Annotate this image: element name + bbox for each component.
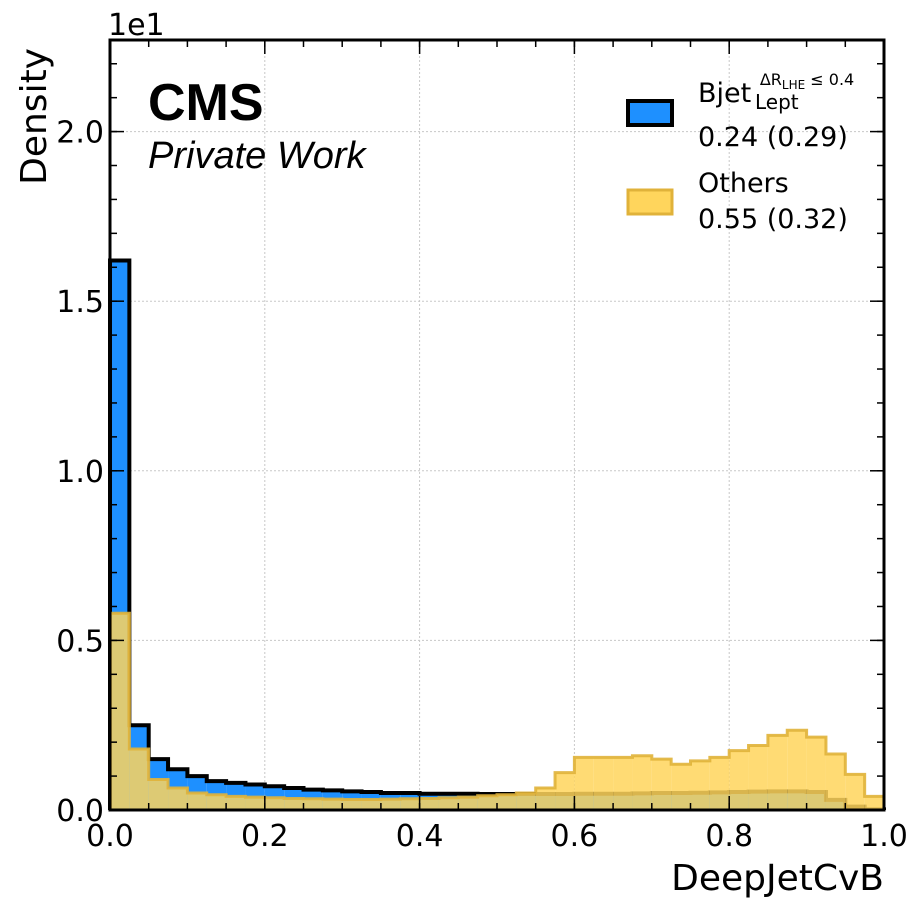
legend-bjet-main: Bjet (698, 78, 751, 109)
x-tick-label-3: 0.6 (551, 819, 599, 854)
bar-others-25 (593, 757, 614, 810)
bar-others-3 (168, 787, 188, 810)
bar-others-35 (787, 730, 807, 810)
histogram-bars (108, 258, 886, 812)
bar-others-14 (380, 799, 401, 810)
x-axis-title: DeepJetCvB (671, 858, 884, 899)
bar-others-21 (516, 793, 536, 810)
bar-others-24 (574, 757, 594, 810)
bar-others-15 (400, 798, 420, 810)
cms-label: CMS (148, 74, 264, 132)
bar-others-17 (438, 797, 459, 810)
bar-others-26 (613, 757, 633, 810)
bar-others-37 (825, 754, 846, 810)
bar-others-27 (632, 755, 652, 810)
legend-stats-bjet: 0.24 (0.29) (698, 122, 848, 153)
bar-others-8 (264, 797, 285, 810)
bar-others-36 (806, 737, 826, 810)
plot-frame (108, 38, 886, 812)
y-scale-factor: 1e1 (108, 8, 165, 43)
series-bjet (108, 258, 886, 812)
bar-others-7 (245, 797, 265, 810)
outline-others (108, 611, 886, 810)
y-tick-label-1: 0.5 (56, 624, 104, 659)
bar-others-13 (361, 799, 381, 810)
y-axis-title: Density (14, 48, 55, 185)
x-tick-label-0: 0.0 (86, 819, 134, 854)
bar-others-38 (845, 774, 865, 810)
bar-others-31 (709, 757, 730, 810)
legend-bjet-sub: Lept (755, 90, 799, 114)
x-tick-label-5: 1.0 (860, 819, 908, 854)
x-tick-label-2: 0.4 (396, 819, 444, 854)
x-tick-label-1: 0.2 (241, 819, 289, 854)
bar-others-39 (864, 796, 884, 810)
bar-others-11 (322, 799, 343, 810)
legend-label-others: Others (698, 168, 789, 199)
bar-others-12 (342, 799, 362, 810)
legend: Bjet ΔRLHE ≤ 0.4 Lept 0.24 (0.29) Others… (626, 70, 854, 235)
bar-others-20 (497, 794, 517, 810)
legend-swatch-bjet (626, 99, 674, 127)
bar-others-2 (148, 779, 169, 810)
bar-others-5 (206, 794, 227, 810)
bar-others-34 (767, 735, 788, 810)
y-tick-label-4: 2.0 (56, 116, 104, 151)
bar-others-23 (555, 772, 575, 810)
outline-bjet (108, 258, 886, 812)
grid-lines (110, 40, 884, 810)
y-tick-label-0: 0.0 (56, 794, 104, 829)
series-others (108, 611, 886, 810)
bar-others-28 (651, 759, 672, 810)
legend-label-bjet: Bjet ΔRLHE ≤ 0.4 (698, 70, 854, 109)
bar-others-0 (110, 613, 130, 810)
bar-others-32 (729, 750, 749, 810)
bar-others-16 (419, 798, 439, 810)
bar-others-33 (748, 745, 768, 810)
bar-others-18 (458, 797, 478, 810)
bar-others-10 (303, 798, 323, 810)
private-work-label: Private Work (148, 135, 367, 177)
tick-labels: 0.0 0.2 0.4 0.6 0.8 1.0 0.0 0.5 1.0 1.5 2.0 (56, 116, 908, 854)
bar-others-19 (477, 795, 497, 810)
legend-swatch-others (626, 188, 674, 216)
y-tick-label-2: 1.0 (56, 455, 104, 490)
y-tick-label-3: 1.5 (56, 285, 104, 320)
bar-others-6 (226, 796, 246, 810)
x-tick-label-4: 0.8 (705, 819, 753, 854)
bar-others-30 (690, 760, 710, 810)
bar-others-1 (129, 748, 149, 810)
bar-others-22 (535, 787, 556, 810)
bar-others-29 (671, 764, 691, 810)
legend-stats-others: 0.55 (0.32) (698, 204, 848, 235)
bar-others-9 (284, 798, 304, 810)
legend-bjet-sup: ΔRLHE ≤ 0.4 (760, 70, 854, 92)
bar-others-4 (187, 793, 207, 810)
